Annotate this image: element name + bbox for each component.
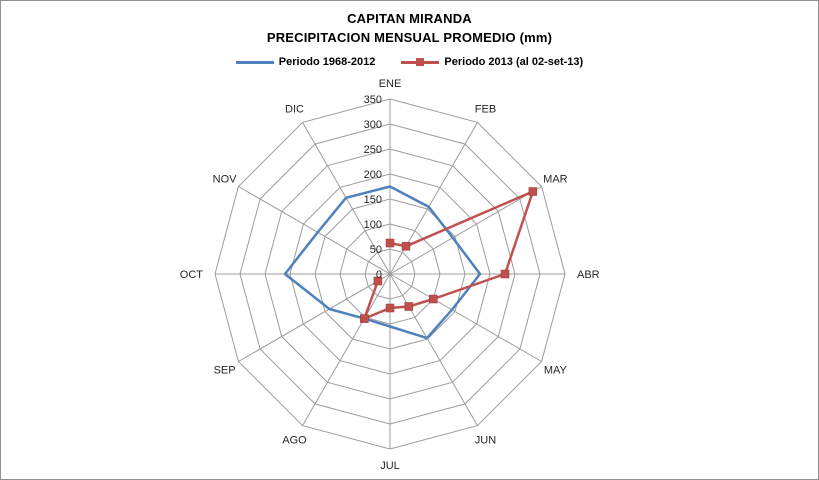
axis-label-OCT: OCT [180,269,204,281]
data-point-marker-SEP [373,276,383,286]
grid-spoke-NOV [238,186,391,275]
legend-item-periodo-1968-2012: Periodo 1968-2012 [235,56,376,68]
grid-spoke-AGO [302,273,391,426]
grid-spoke-JUN [389,273,478,426]
tick-label-350: 350 [364,94,382,106]
axis-label-AGO: AGO [282,434,307,446]
tick-label-150: 150 [364,194,382,206]
axis-label-DIC: DIC [285,104,304,116]
axis-label-ABR: ABR [577,269,600,281]
tick-label-200: 200 [364,169,382,181]
tick-label-0: 0 [376,269,382,281]
grid-spoke-SEP [238,273,391,362]
axis-label-SEP: SEP [214,365,236,377]
data-point-marker-JUN [404,302,414,311]
axis-label-FEB: FEB [475,104,496,116]
chart-title-line1: CAPITAN MIRANDA [347,11,472,26]
tick-label-250: 250 [364,144,382,156]
axis-label-NOV: NOV [213,174,238,186]
legend-label: Periodo 2013 (al 02-set-13) [444,56,584,68]
axis-label-ENE: ENE [379,78,402,90]
grid-spoke-MAR [389,186,542,275]
axis-label-JUN: JUN [475,434,496,446]
chart-title-line2: PRECIPITACION MENSUAL PROMEDIO (mm) [266,30,553,45]
data-point-marker-JUL [385,303,395,313]
axis-label-JUL: JUL [380,460,400,472]
chart-legend: Periodo 1968-2012 Periodo 2013 (al 02-se… [1,56,818,68]
legend-item-periodo-2013: Periodo 2013 (al 02-set-13) [401,56,583,68]
axis-label-MAY: MAY [544,365,568,377]
data-point-marker-AGO [360,314,369,323]
legend-line-square-sample-icon [401,57,440,67]
tick-label-100: 100 [364,219,382,231]
series-line-periodo-1968-2012 [283,185,482,340]
data-point-marker-ENE [385,238,395,248]
legend-line-sample-icon [235,58,274,67]
data-point-marker-MAR [528,187,538,196]
grid-spoke-MAY [389,273,542,362]
data-point-marker-MAY [429,294,438,304]
tick-label-300: 300 [364,119,382,131]
data-point-marker-FEB [401,242,411,251]
axis-label-MAR: MAR [543,174,568,186]
legend-label: Periodo 1968-2012 [278,56,376,68]
chart-title: CAPITAN MIRANDA PRECIPITACION MENSUAL PR… [1,9,818,47]
data-point-marker-ABR [500,269,510,279]
tick-label-50: 50 [370,244,382,256]
